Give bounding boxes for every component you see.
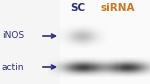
Text: siRNA: siRNA — [101, 3, 135, 13]
Text: SC: SC — [70, 3, 86, 13]
Text: iNOS: iNOS — [2, 32, 24, 40]
Text: actin: actin — [2, 62, 24, 71]
